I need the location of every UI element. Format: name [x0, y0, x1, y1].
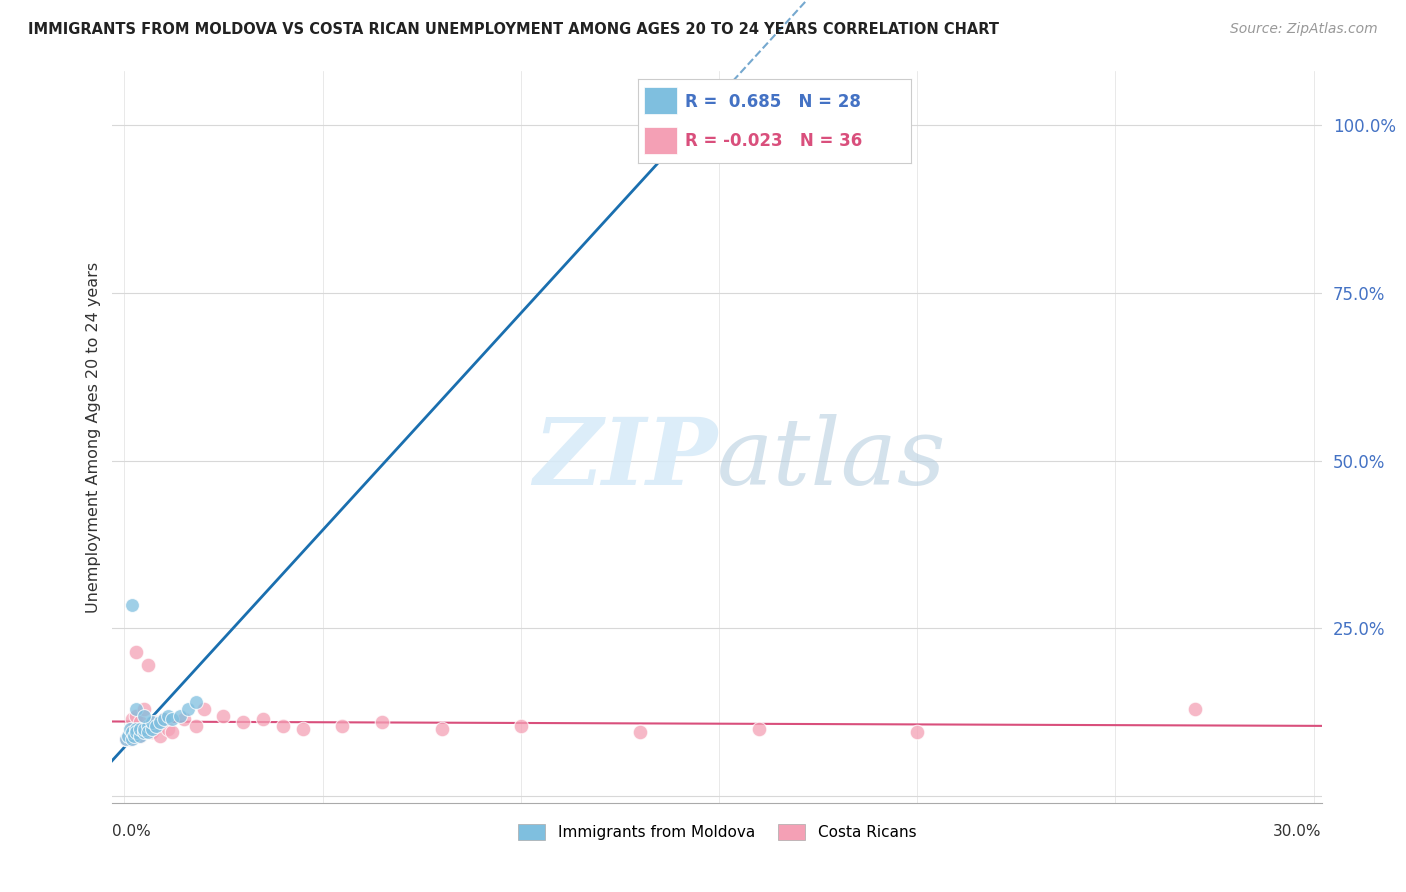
Text: ZIP: ZIP [533, 414, 717, 504]
Point [177, 702, 200, 716]
Point [153, 712, 176, 726]
Point [117, 729, 139, 743]
Point [120, 722, 142, 736]
Point [117, 729, 139, 743]
Point [121, 598, 143, 612]
Point [125, 725, 148, 739]
Point [271, 718, 294, 732]
Point [129, 722, 152, 736]
Point [141, 722, 163, 736]
Point [134, 725, 156, 739]
Point [136, 722, 159, 736]
Point [905, 725, 928, 739]
Point [748, 722, 770, 736]
Point [184, 695, 207, 709]
Point [136, 718, 159, 732]
Point [149, 729, 172, 743]
Point [430, 722, 453, 736]
Point [156, 722, 179, 736]
Point [145, 715, 167, 730]
Point [134, 708, 156, 723]
Point [141, 725, 163, 739]
Point [124, 729, 146, 743]
Point [252, 712, 274, 726]
Legend: Immigrants from Moldova, Costa Ricans: Immigrants from Moldova, Costa Ricans [512, 818, 922, 847]
Point [332, 718, 354, 732]
Point [125, 645, 148, 659]
Point [121, 712, 143, 726]
Point [193, 702, 215, 716]
Point [153, 712, 176, 726]
Point [129, 715, 152, 730]
Point [121, 725, 143, 739]
Point [169, 708, 191, 723]
Point [134, 702, 156, 716]
Point [121, 732, 143, 747]
Point [120, 732, 142, 747]
Point [648, 138, 671, 153]
Point [149, 715, 172, 730]
Point [125, 722, 148, 736]
Point [212, 708, 235, 723]
Point [129, 729, 152, 743]
Point [145, 718, 167, 732]
Point [134, 725, 156, 739]
Point [184, 718, 207, 732]
Point [160, 725, 183, 739]
Point [371, 715, 394, 730]
Point [1184, 702, 1206, 716]
Text: atlas: atlas [717, 414, 946, 504]
Point [125, 708, 148, 723]
Point [125, 725, 148, 739]
Point [291, 722, 314, 736]
Text: 0.0%: 0.0% [112, 823, 152, 838]
Point [129, 729, 152, 743]
Text: IMMIGRANTS FROM MOLDOVA VS COSTA RICAN UNEMPLOYMENT AMONG AGES 20 TO 24 YEARS CO: IMMIGRANTS FROM MOLDOVA VS COSTA RICAN U… [28, 22, 1000, 37]
Text: 30.0%: 30.0% [1274, 823, 1322, 838]
Point [125, 702, 148, 716]
Point [121, 722, 143, 736]
Point [156, 708, 179, 723]
Point [232, 715, 254, 730]
Point [136, 658, 159, 673]
Point [136, 725, 159, 739]
Y-axis label: Unemployment Among Ages 20 to 24 years: Unemployment Among Ages 20 to 24 years [86, 261, 101, 613]
Point [134, 722, 156, 736]
Point [160, 712, 183, 726]
Point [141, 715, 163, 730]
Point [628, 725, 651, 739]
Point [173, 712, 195, 726]
Point [115, 732, 138, 747]
Point [115, 732, 138, 747]
Point [509, 718, 531, 732]
Text: Source: ZipAtlas.com: Source: ZipAtlas.com [1230, 22, 1378, 37]
